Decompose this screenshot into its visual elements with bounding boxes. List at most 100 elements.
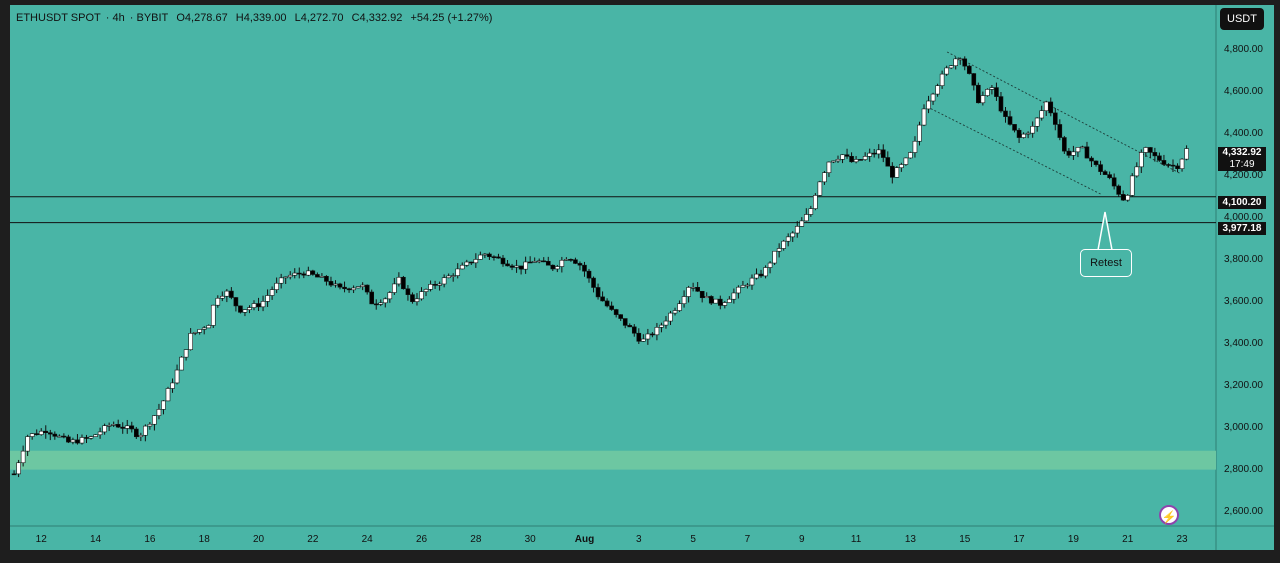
candle-up bbox=[908, 152, 913, 159]
candle-up bbox=[944, 67, 949, 75]
candle-up bbox=[899, 164, 904, 169]
candle-down bbox=[695, 287, 700, 292]
currency-button[interactable]: USDT bbox=[1220, 8, 1264, 30]
candle-down bbox=[1157, 155, 1162, 161]
candle-up bbox=[192, 332, 198, 334]
candle-up bbox=[482, 253, 488, 256]
y-tick-label: 3,400.00 bbox=[1224, 337, 1263, 349]
candle-up bbox=[220, 295, 225, 299]
candle-up bbox=[862, 156, 868, 160]
x-tick-label: 11 bbox=[850, 534, 862, 545]
candle-down bbox=[229, 290, 234, 298]
candle-up bbox=[514, 265, 519, 268]
candle-up bbox=[799, 220, 805, 227]
candle-down bbox=[432, 284, 438, 286]
candle-down bbox=[627, 325, 633, 328]
candle-down bbox=[1089, 157, 1094, 162]
candle-up bbox=[165, 388, 171, 402]
close-value: C4,332.92 bbox=[351, 12, 403, 24]
candle-down bbox=[717, 298, 723, 306]
candle-up bbox=[251, 303, 257, 308]
candle-up bbox=[197, 329, 202, 333]
candle-up bbox=[523, 261, 528, 270]
candle-up bbox=[939, 73, 945, 86]
candle-up bbox=[1139, 152, 1144, 168]
candle-up bbox=[1071, 151, 1076, 156]
candle-up bbox=[1080, 146, 1085, 149]
candle-down bbox=[890, 165, 895, 178]
candle-up bbox=[776, 248, 782, 252]
candle-up bbox=[260, 301, 266, 308]
candle-down bbox=[858, 159, 863, 161]
candle-up bbox=[772, 250, 777, 264]
candle-down bbox=[296, 272, 302, 275]
candle-down bbox=[61, 435, 67, 438]
candle-up bbox=[423, 289, 429, 292]
candle-up bbox=[1134, 166, 1140, 177]
candle-up bbox=[840, 154, 845, 160]
candle-down bbox=[256, 303, 261, 308]
candle-up bbox=[835, 158, 841, 162]
candle-up bbox=[1021, 133, 1026, 138]
candle-up bbox=[450, 275, 456, 277]
candle-up bbox=[1129, 175, 1135, 196]
x-tick-label: 23 bbox=[1176, 534, 1188, 545]
candle-down bbox=[636, 332, 642, 342]
candle-down bbox=[518, 265, 524, 270]
candle-down bbox=[491, 256, 497, 258]
retest-label: Retest bbox=[1080, 249, 1132, 277]
candle-down bbox=[75, 439, 80, 444]
y-tick-label: 4,200.00 bbox=[1224, 169, 1263, 181]
open-value: O4,278.67 bbox=[176, 12, 228, 24]
candle-up bbox=[808, 208, 814, 215]
candle-down bbox=[871, 152, 877, 155]
candle-down bbox=[324, 275, 329, 282]
candle-down bbox=[708, 296, 714, 304]
candle-down bbox=[1093, 160, 1099, 165]
candle-up bbox=[428, 284, 433, 290]
candle-down bbox=[1170, 164, 1176, 167]
candle-down bbox=[505, 263, 510, 267]
candle-up bbox=[921, 108, 927, 126]
symbol-name[interactable]: ETHUSDT SPOT bbox=[16, 12, 101, 24]
candle-up bbox=[414, 298, 420, 302]
candle-up bbox=[767, 262, 773, 268]
candle-up bbox=[1143, 147, 1149, 153]
candle-down bbox=[1148, 147, 1153, 153]
timeframe[interactable]: 4h bbox=[112, 12, 125, 24]
candle-up bbox=[1184, 148, 1189, 160]
candle-up bbox=[88, 436, 94, 439]
x-tick-label: 19 bbox=[1067, 534, 1079, 545]
x-tick-label: 20 bbox=[252, 534, 265, 545]
candle-down bbox=[328, 281, 334, 286]
x-tick-label: 3 bbox=[636, 534, 642, 545]
candle-up bbox=[794, 226, 800, 234]
x-tick-label: 17 bbox=[1013, 534, 1025, 545]
lightning-logo-icon[interactable]: ⚡ bbox=[1159, 505, 1179, 525]
candle-up bbox=[1075, 147, 1081, 153]
candle-up bbox=[124, 425, 130, 429]
candle-up bbox=[727, 298, 732, 303]
candle-down bbox=[310, 270, 316, 275]
candle-up bbox=[152, 415, 157, 425]
candle-up bbox=[419, 291, 424, 300]
y-tick-label: 2,800.00 bbox=[1224, 463, 1263, 475]
candle-up bbox=[292, 272, 298, 276]
level-tag-upper: 4,100.20 bbox=[1218, 196, 1266, 209]
candle-down bbox=[971, 73, 977, 86]
candle-up bbox=[319, 275, 325, 278]
candle-up bbox=[437, 283, 442, 286]
candle-down bbox=[1161, 160, 1167, 165]
candle-down bbox=[1107, 174, 1112, 179]
candle-up bbox=[283, 276, 288, 279]
candle-down bbox=[699, 290, 705, 299]
candle-up bbox=[97, 431, 103, 436]
candle-down bbox=[604, 300, 610, 307]
candle-up bbox=[817, 181, 823, 196]
candle-down bbox=[496, 256, 501, 259]
candle-down bbox=[844, 154, 850, 157]
candle-up bbox=[1125, 195, 1131, 201]
candle-up bbox=[102, 425, 107, 433]
candle-down bbox=[573, 259, 578, 264]
